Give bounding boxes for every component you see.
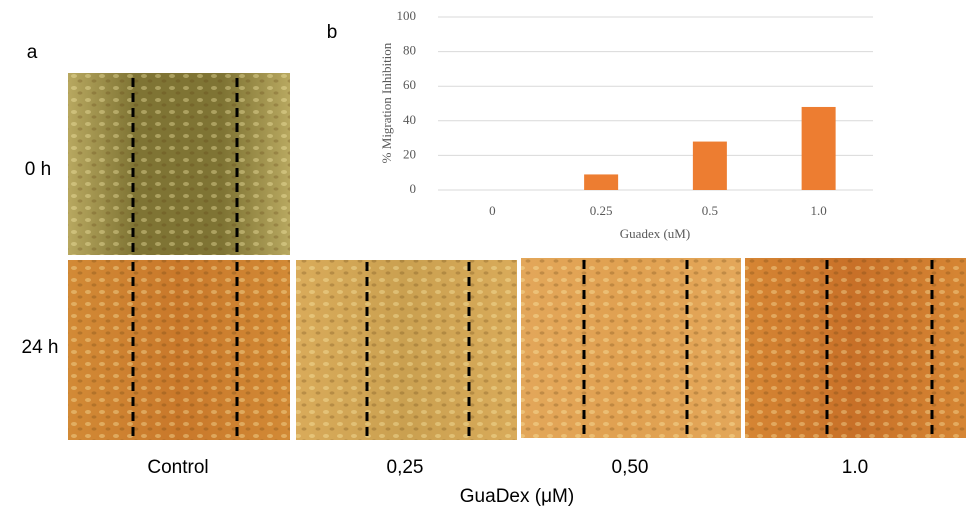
x-tick-label: 0.5	[702, 203, 718, 218]
cell-texture	[521, 258, 741, 438]
cell-texture	[68, 73, 290, 255]
chart-y-axis-title: % Migration Inhibition	[379, 42, 394, 163]
x-axis-title: GuaDex (μM)	[460, 486, 574, 507]
panel-label: a	[27, 42, 38, 63]
y-tick-label: 80	[403, 43, 416, 58]
column-label: Control	[147, 457, 208, 478]
x-tick-label: 0.25	[590, 203, 613, 218]
column-label: 0,25	[387, 457, 424, 478]
chart-x-axis-title: Guadex (uM)	[620, 226, 690, 241]
x-tick-label: 0	[489, 203, 496, 218]
row-label: 24 h	[22, 337, 59, 358]
column-label: 1.0	[842, 457, 868, 478]
y-tick-label: 0	[410, 181, 417, 196]
y-tick-label: 20	[403, 146, 416, 161]
y-tick-label: 60	[403, 77, 416, 92]
bar	[584, 174, 619, 190]
x-tick-label: 1.0	[811, 203, 827, 218]
cell-texture	[68, 260, 290, 440]
bar	[801, 106, 836, 190]
y-tick-label: 100	[397, 8, 417, 23]
micrographs	[68, 73, 966, 440]
y-tick-label: 40	[403, 112, 416, 127]
cell-texture	[296, 260, 517, 440]
row-label: 0 h	[25, 159, 51, 180]
cell-texture	[745, 258, 966, 438]
panel-label: b	[327, 22, 338, 43]
bar	[692, 141, 727, 190]
column-label: 0,50	[612, 457, 649, 478]
